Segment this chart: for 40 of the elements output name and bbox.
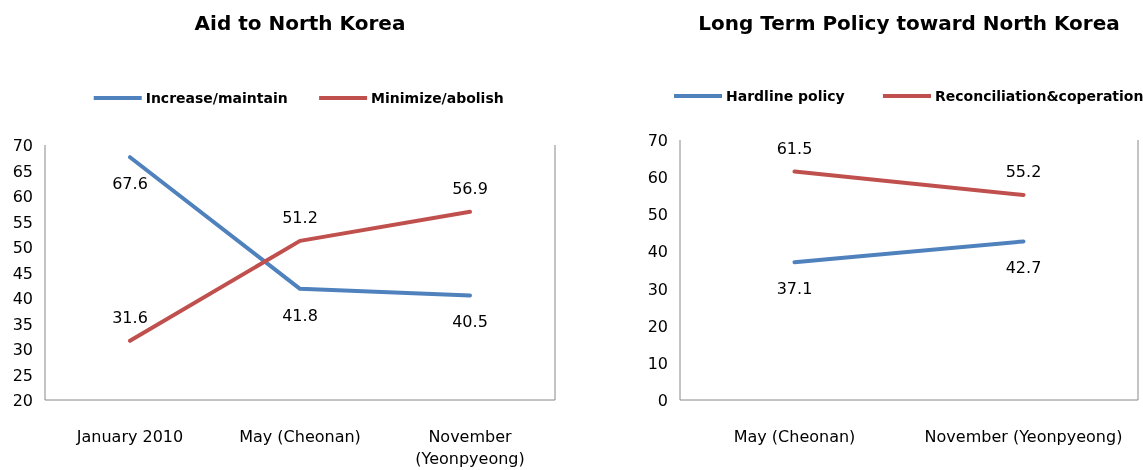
y-tick-label: 60: [12, 187, 33, 206]
data-label: 55.2: [1005, 161, 1042, 181]
data-label: 37.1: [776, 279, 813, 299]
x-tick-label: November (Yeonpyeong): [415, 427, 525, 468]
y-tick-label: 45: [12, 263, 33, 283]
data-label: 61.5: [776, 138, 813, 158]
y-tick-label: 55: [12, 212, 33, 232]
y-tick-label: 30: [12, 340, 33, 359]
chart-title: Long Term Policy toward North Korea: [698, 11, 1120, 35]
data-label: 67.6: [112, 174, 148, 194]
data-label: 56.9: [452, 178, 488, 198]
chart-title: Aid to North Korea: [194, 11, 406, 35]
y-tick-label: 20: [12, 391, 33, 410]
y-tick-label: 30: [647, 279, 668, 299]
x-tick-label: May (Cheonan): [239, 427, 361, 446]
data-label: 40.5: [452, 312, 488, 332]
y-tick-label: 10: [647, 353, 668, 373]
x-tick-label: January 2010: [75, 427, 184, 446]
y-tick-label: 70: [12, 136, 33, 155]
legend-label: Minimize/abolish: [371, 90, 504, 106]
data-label: 42.7: [1005, 258, 1042, 278]
y-tick-label: 50: [12, 238, 33, 257]
data-label: 51.2: [282, 207, 318, 227]
legend-label: Reconciliation&coperation: [935, 88, 1143, 104]
y-tick-label: 20: [647, 316, 668, 336]
legend-label: Increase/maintain: [145, 90, 288, 106]
y-tick-label: 65: [12, 161, 33, 181]
x-tick-label: May (Cheonan): [733, 427, 856, 446]
y-tick-label: 50: [647, 205, 668, 225]
y-tick-label: 25: [12, 365, 33, 385]
x-tick-label: November (Yeonpyeong): [924, 427, 1123, 446]
y-tick-label: 35: [12, 314, 33, 334]
y-tick-label: 60: [647, 168, 668, 188]
y-tick-label: 40: [12, 289, 33, 308]
legend-label: Hardline policy: [726, 88, 845, 104]
y-tick-label: 0: [657, 391, 668, 410]
y-tick-label: 40: [647, 242, 668, 262]
data-label: 41.8: [282, 305, 318, 325]
y-tick-label: 70: [647, 131, 668, 150]
data-label: 31.6: [112, 307, 148, 327]
